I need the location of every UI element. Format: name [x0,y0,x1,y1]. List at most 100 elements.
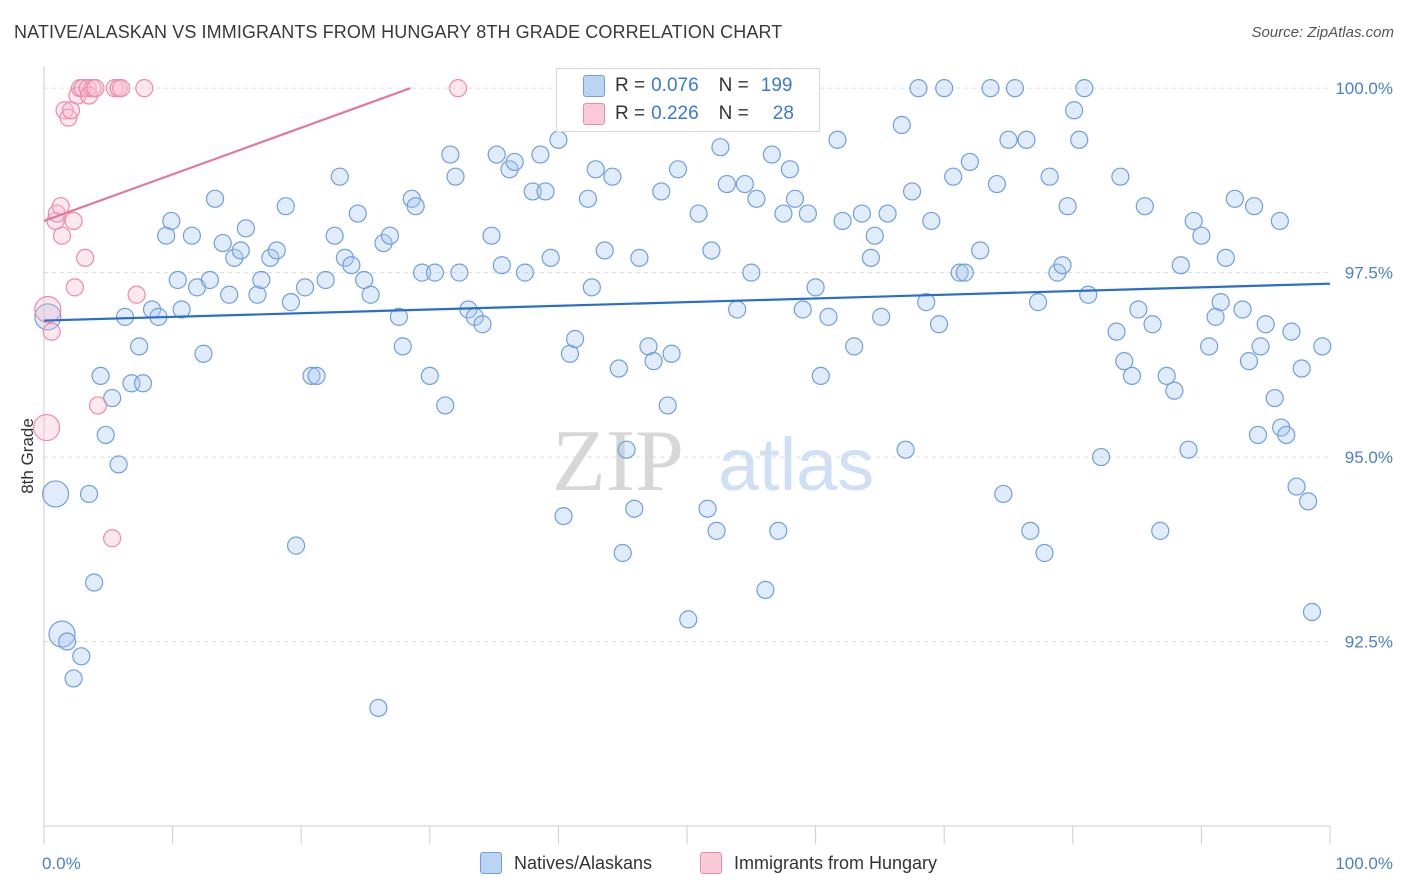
stats-legend: R = 0.076 N = 199 R = 0.226 N = 28 [556,68,820,132]
point-natives [902,182,922,201]
point-natives [944,167,963,186]
legend-r-value-natives: 0.076 [651,75,699,96]
point-natives [950,263,969,282]
point-natives [482,226,501,245]
point-hungary [42,322,61,341]
point-natives [1129,300,1148,319]
point-natives [541,248,560,267]
point-natives [896,440,915,459]
point-hungary [448,79,468,98]
point-hungary [88,396,108,415]
point-natives [742,263,761,282]
point-natives [425,263,445,282]
point-natives [833,211,852,231]
point-natives [1143,315,1162,334]
point-natives [929,315,949,334]
point-natives [917,293,936,312]
point-natives [852,204,871,223]
point-natives [103,388,122,408]
point-natives [231,241,250,260]
point-natives [130,337,149,356]
point-natives [194,344,213,363]
legend-swatch-blue [583,75,605,97]
point-natives [1292,359,1311,378]
point-natives [698,499,717,518]
point-natives [747,189,766,208]
point-hungary [86,79,105,98]
point-natives [523,182,542,201]
x-tick-label-max: 100.0% [1335,854,1393,873]
legend-r-label: R = [615,103,646,124]
point-natives [711,138,730,157]
legend-n-label: N = [718,103,749,124]
point-natives [492,256,511,275]
point-natives [1064,101,1084,120]
point-natives [1277,425,1296,445]
point-hungary [64,211,83,231]
point-natives [1251,337,1270,356]
point-natives [549,130,568,149]
trend-lines [43,87,1331,322]
point-natives [1111,167,1130,186]
point-natives [987,174,1007,194]
point-natives [41,480,70,508]
point-natives [935,79,954,98]
point-natives [172,300,191,319]
point-natives [762,145,781,164]
point-natives [1184,211,1203,231]
point-natives [96,425,115,445]
point-natives [1070,130,1089,149]
bottom-legend-hungary[interactable]: Immigrants from Hungary [700,852,937,874]
point-natives [861,248,880,267]
series-natives-alaskans [34,79,1332,718]
point-natives [1216,248,1235,267]
y-axis-label: 8th Grade [18,418,37,494]
point-natives [348,204,367,223]
point-hungary [73,79,92,98]
point-natives [1028,293,1048,312]
point-natives [531,145,550,164]
point-natives [955,263,974,282]
point-natives [679,610,698,629]
point-natives [1165,381,1184,400]
point-natives [644,352,663,371]
point-natives [652,182,671,201]
point-natives [578,189,598,208]
point-natives [307,366,326,386]
point-natives [1265,388,1284,408]
legend-row-natives: R = 0.076 N = 199 [557,72,812,100]
point-natives [1239,352,1259,371]
point-natives [446,167,465,186]
point-natives [261,248,280,267]
point-natives [793,300,812,319]
legend-n-value-natives: 199 [760,75,793,96]
bottom-legend-label-hungary: Immigrants from Hungary [734,852,938,873]
point-natives [1192,226,1211,245]
axis-labels: 92.5% 95.0% 97.5% 100.0% 0.0% 100.0% 8th Grade [18,79,1393,873]
point-natives [252,270,271,290]
legend-r-label: R = [615,75,646,96]
point-natives [58,632,77,651]
point-natives [662,344,681,363]
bottom-legend-natives[interactable]: Natives/Alaskans [480,852,652,874]
point-natives [1107,322,1126,341]
point-natives [213,233,232,253]
point-natives [1151,521,1170,540]
point-natives [892,115,911,135]
point-natives [845,337,864,356]
point-natives [595,241,614,260]
point-natives [878,204,897,223]
y-tick-label: 92.5% [1345,633,1393,652]
point-natives [536,182,555,201]
point-natives [276,197,295,216]
point-natives [236,219,256,238]
point-natives [281,293,301,312]
bottom-legend: Natives/Alaskans Immigrants from Hungary [0,852,1406,878]
point-natives [806,278,825,297]
point-natives [1299,492,1318,511]
point-natives [441,145,460,164]
point-natives [1091,447,1111,467]
y-tick-label: 97.5% [1345,264,1393,283]
point-natives [1075,79,1094,98]
